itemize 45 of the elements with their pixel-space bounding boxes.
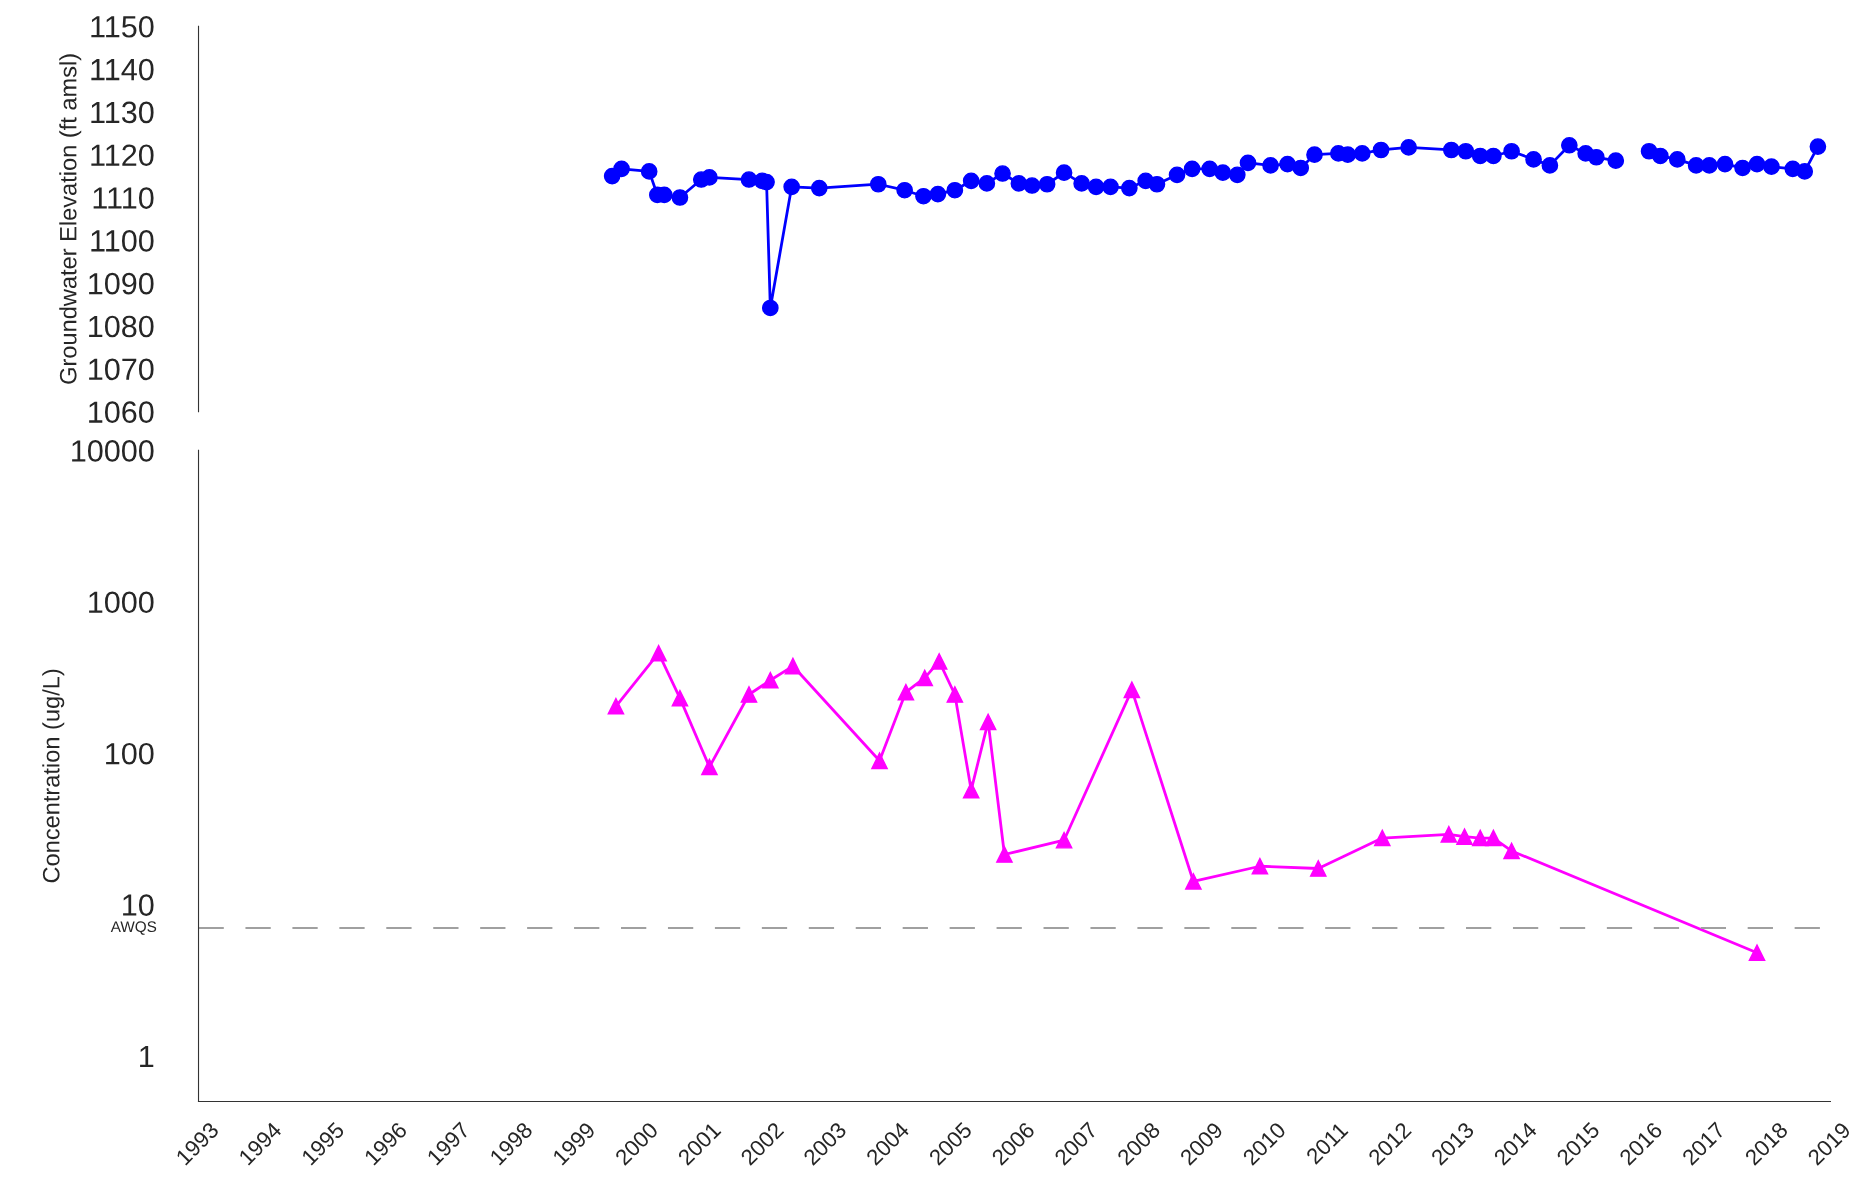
point bbox=[1440, 825, 1458, 843]
y-tick-label: 1090 bbox=[89, 272, 154, 295]
point bbox=[671, 689, 689, 707]
y-tick-label: 10000 bbox=[72, 440, 154, 462]
point bbox=[701, 758, 718, 776]
point bbox=[740, 686, 758, 703]
point bbox=[916, 669, 934, 687]
point bbox=[1251, 857, 1269, 875]
y-tick-label: 1070 bbox=[89, 358, 154, 381]
point bbox=[1055, 831, 1073, 849]
point bbox=[930, 653, 948, 670]
point bbox=[1748, 944, 1766, 962]
y-tick-label: 1060 bbox=[89, 401, 154, 423]
y-tick-label: 1110 bbox=[93, 187, 154, 209]
point bbox=[996, 846, 1013, 863]
point bbox=[1503, 842, 1520, 860]
point bbox=[1185, 873, 1202, 890]
y-tick-label: 1140 bbox=[91, 58, 154, 81]
y-tick-label: 1130 bbox=[91, 101, 154, 124]
point bbox=[946, 686, 964, 703]
point bbox=[761, 671, 779, 689]
y-tick-label: 1 bbox=[140, 1045, 154, 1067]
point bbox=[650, 644, 667, 662]
point bbox=[1373, 829, 1391, 847]
point bbox=[1485, 829, 1502, 847]
point bbox=[1471, 829, 1489, 847]
ref-line-label: AWQS bbox=[110, 921, 157, 935]
y-tick-label: 1120 bbox=[91, 144, 154, 167]
point bbox=[607, 697, 625, 715]
y-tick-label: 1150 bbox=[91, 15, 154, 38]
y-tick-label: 1100 bbox=[91, 230, 154, 252]
y-axis-title: Concentration (ug/L) bbox=[42, 669, 65, 883]
y-tick-label: 1000 bbox=[89, 591, 154, 614]
y-tick-label: 10 bbox=[123, 894, 154, 916]
point bbox=[871, 752, 888, 770]
y-axis-title: Groundwater Elevation (ft amsl) bbox=[59, 54, 82, 384]
point bbox=[1309, 860, 1327, 877]
point bbox=[897, 683, 915, 701]
point bbox=[1456, 828, 1473, 845]
point bbox=[1123, 681, 1141, 699]
point bbox=[979, 713, 997, 731]
point bbox=[784, 657, 802, 675]
y-tick-label: 1080 bbox=[89, 315, 154, 338]
point bbox=[962, 781, 980, 799]
y-tick-label: 100 bbox=[106, 742, 154, 765]
